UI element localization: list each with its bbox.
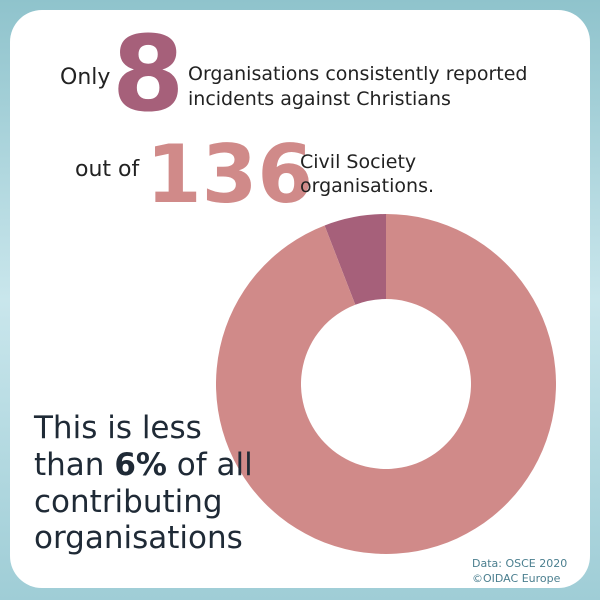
- headline-line: incidents against Christians: [188, 88, 451, 110]
- statement-percent: 6%: [114, 447, 167, 483]
- donut-chart: [216, 214, 556, 555]
- headline-line: Organisations consistently reported: [188, 63, 528, 85]
- headline-line: organisations.: [300, 175, 434, 197]
- statement-line: organisations: [34, 520, 243, 556]
- statement-line: contributing: [34, 484, 223, 520]
- donut-slice: [216, 214, 556, 555]
- only-text: Only: [60, 65, 110, 90]
- statement-line: This is less: [33, 410, 202, 446]
- count-number: 8: [112, 13, 184, 135]
- source-text: Data: OSCE 2020: [472, 557, 567, 570]
- statement-part: than: [34, 447, 114, 483]
- total-number: 136: [146, 128, 313, 221]
- statement-line: than 6% of all: [34, 447, 253, 483]
- donut-slice: [324, 214, 386, 305]
- out-of-text: out of: [75, 157, 140, 182]
- statement-part: of all: [167, 447, 253, 483]
- headline-line: Civil Society: [300, 151, 416, 173]
- source-text: ©OIDAC Europe: [472, 572, 561, 585]
